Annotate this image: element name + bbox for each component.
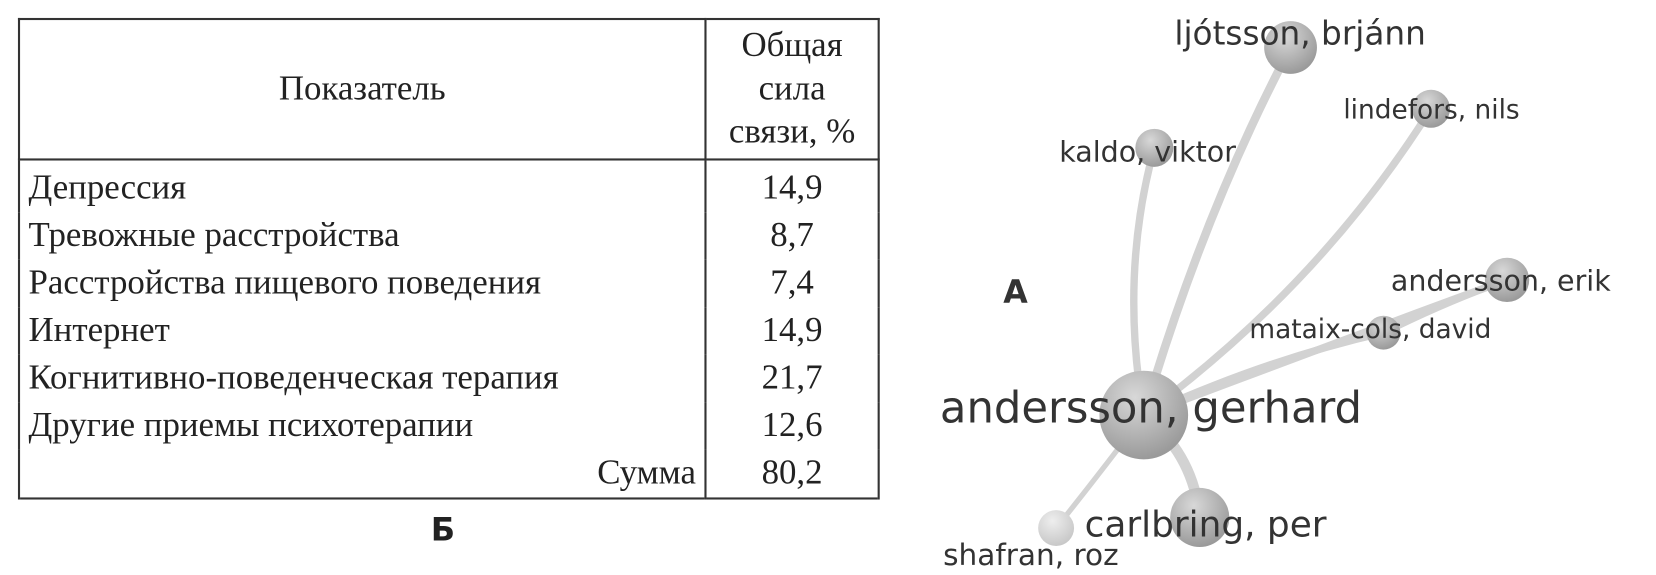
indicator-cell: Интернет [17,307,707,355]
value-cell: 21,7 [704,354,880,403]
value-cell: 14,9 [704,159,880,213]
network-node [1170,487,1230,548]
indicator-cell: Другие приемы психотерапии [17,402,707,450]
network-node-label: mataix-cols, david [1249,314,1491,345]
indicator-cell: Когнитивно-поведенческая терапия [17,354,707,403]
table-header-row: Показатель Общая сила связи, % [17,17,880,161]
table-row: Тревожные расстройства 8,7 [17,212,880,260]
total-label: Сумма [17,449,707,499]
network-edge [1140,105,1435,419]
table-row: Другие приемы психотерапии 12,6 [17,402,880,450]
value-cell: 7,4 [704,259,880,308]
total-value: 80,2 [704,449,880,499]
indicator-table: Показатель Общая сила связи, % Депрессия… [17,17,880,500]
network-node-label: ljótsson, brjánn [1174,14,1426,52]
value-cell: 8,7 [704,212,880,260]
network-node [1412,89,1451,128]
header-indicator: Показатель [17,17,707,161]
network-node [1366,315,1401,350]
table-row: Депрессия 14,9 [17,159,880,213]
value-cell: 14,9 [704,307,880,355]
network-node-center [1099,370,1189,460]
network-node-label: shafran, roz [943,538,1119,572]
network-node-label: kaldo, viktor [1059,136,1236,169]
header-strength: Общая сила связи, % [704,17,880,161]
panel-label-a: A [1003,275,1028,311]
table-row: Интернет 14,9 [17,307,880,355]
header-strength-line: сила [758,69,826,108]
header-strength-line: Общая [741,26,843,65]
network-node [1038,510,1075,547]
indicator-cell: Расстройства пищевого поведения [17,259,707,308]
network-node [1135,128,1174,167]
value-cell: 12,6 [704,402,880,450]
network-node-label: lindefors, nils [1343,94,1519,125]
network-node [1484,257,1530,303]
network-center-label: andersson, gerhard [940,383,1362,433]
indicator-cell: Тревожные расстройства [17,212,707,260]
table-row: Расстройства пищевого поведения 7,4 [17,259,880,308]
network-node [1264,21,1317,74]
indicator-cell: Депрессия [17,159,707,213]
network-node-label: andersson, erik [1391,264,1611,297]
total-row: Сумма 80,2 [17,449,880,499]
network-edge [1139,43,1295,420]
panel-label-b: Б [430,512,456,550]
network-node-label: carlbring, per [1085,504,1327,545]
table-row: Когнитивно-поведенческая терапия 21,7 [17,354,880,403]
header-strength-line: связи, % [728,113,856,152]
